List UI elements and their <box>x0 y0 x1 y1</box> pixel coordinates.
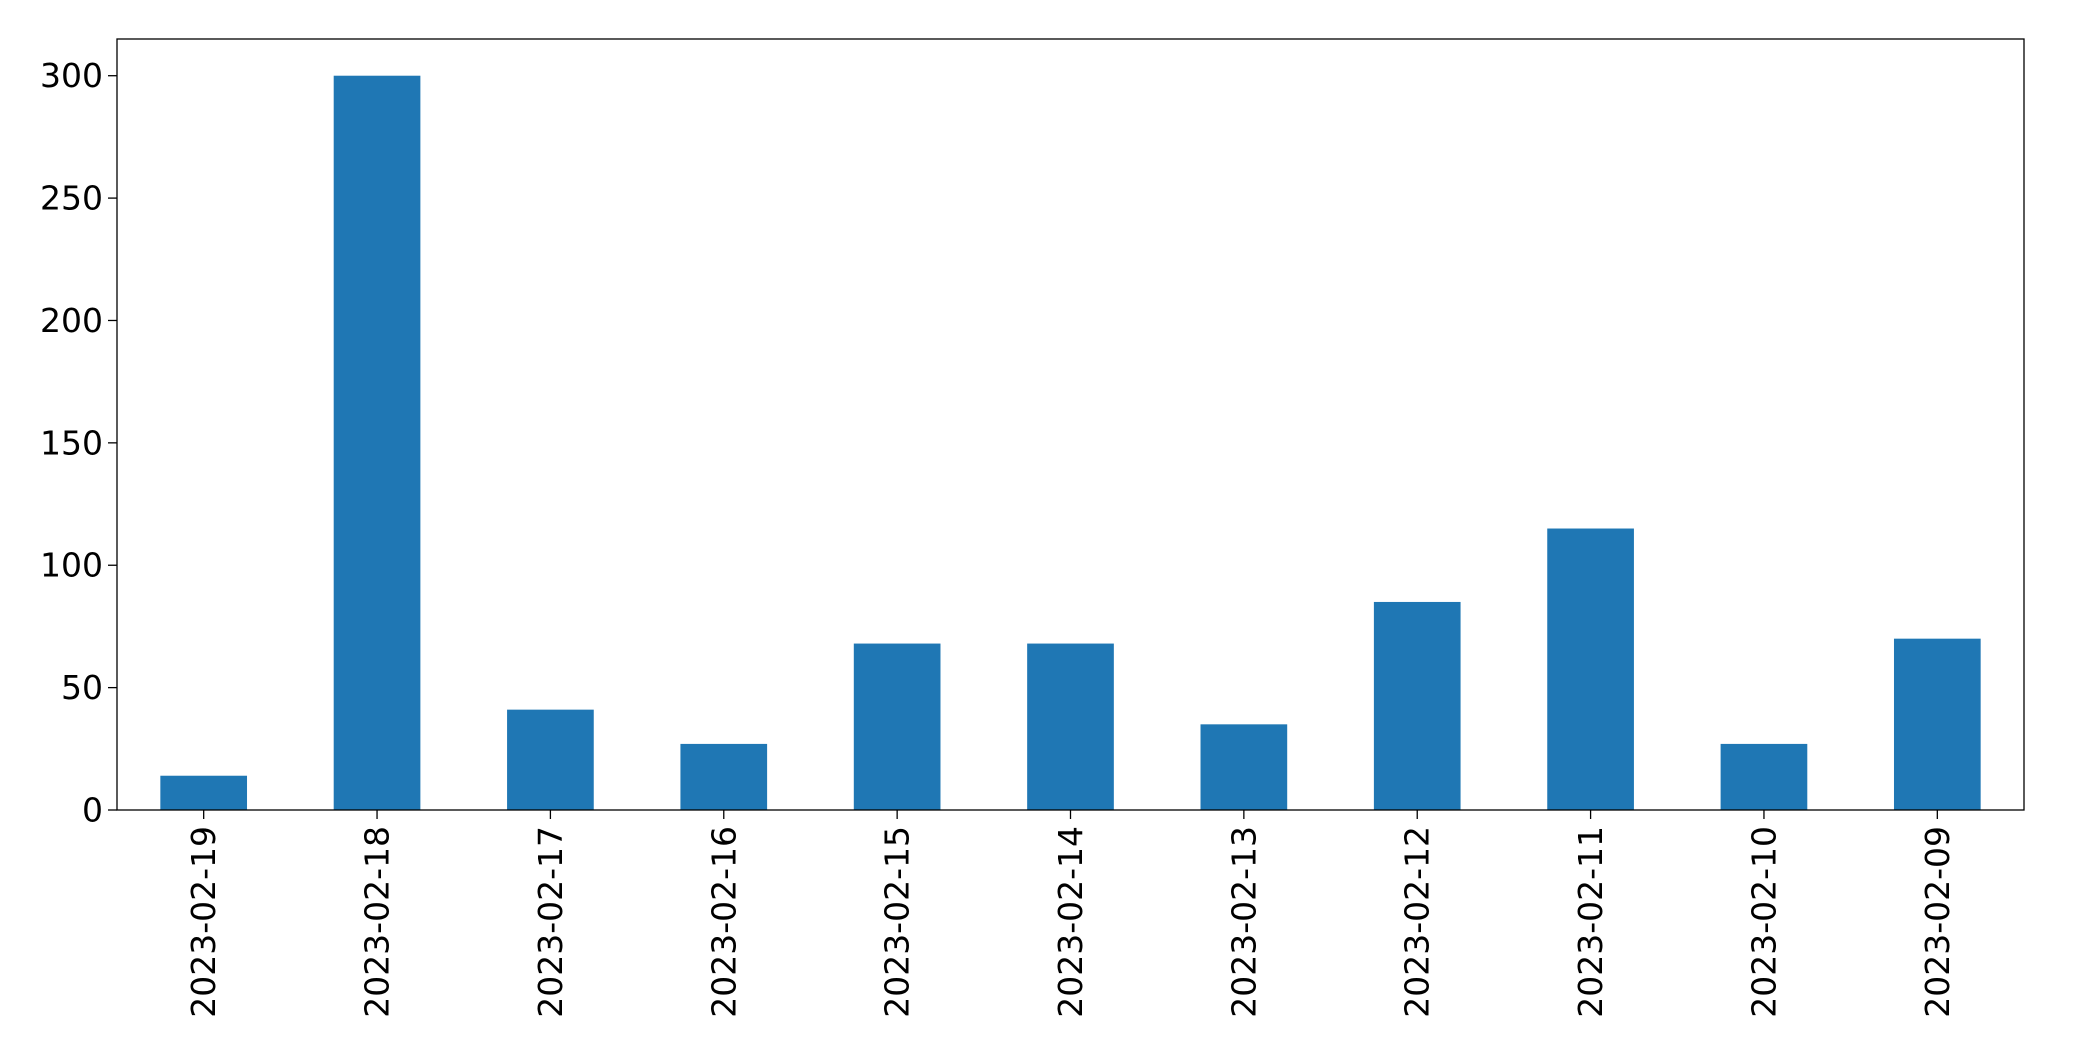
bar-2023-02-19 <box>160 775 248 810</box>
bar-2023-02-11 <box>1547 528 1634 810</box>
bar-2023-02-10 <box>1720 743 1808 810</box>
x-tick-label: 2023-02-18 <box>358 826 397 1018</box>
y-tick-label: 50 <box>61 668 103 707</box>
bar-2023-02-14 <box>1027 643 1114 810</box>
bar-2023-02-18 <box>333 75 421 810</box>
y-tick-label: 100 <box>40 546 103 585</box>
bar-2023-02-17 <box>507 709 594 810</box>
x-axis: 2023-02-19 2023-02-18 2023-02-17 2023-02-16… <box>184 810 1957 1018</box>
x-tick-label: 2023-02-16 <box>704 826 743 1018</box>
x-tick-label: 2023-02-12 <box>1398 826 1437 1018</box>
x-tick-label: 2023-02-15 <box>878 826 917 1018</box>
y-tick-label: 0 <box>82 791 103 830</box>
plot-frame <box>116 38 2025 811</box>
x-tick-label: 2023-02-11 <box>1571 826 1610 1018</box>
x-tick-label: 2023-02-14 <box>1051 826 1090 1018</box>
bar-2023-02-16 <box>680 743 768 810</box>
y-tick-label: 150 <box>40 423 103 462</box>
y-tick-label: 300 <box>40 56 103 95</box>
x-tick-label: 2023-02-10 <box>1744 826 1783 1018</box>
bar-2023-02-09 <box>1893 638 1981 810</box>
x-tick-label: 2023-02-17 <box>531 826 570 1018</box>
y-tick-label: 200 <box>40 301 103 340</box>
x-tick-label: 2023-02-13 <box>1224 826 1263 1018</box>
y-axis: 0 50 100 150 200 250 300 <box>40 56 117 830</box>
bars-group <box>160 75 1981 810</box>
bar-2023-02-13 <box>1200 724 1288 810</box>
x-tick-label: 2023-02-09 <box>1918 826 1957 1018</box>
bar-2023-02-12 <box>1373 601 1461 810</box>
bar-2023-02-15 <box>853 643 941 810</box>
y-tick-label: 250 <box>40 179 103 218</box>
x-tick-label: 2023-02-19 <box>184 826 223 1018</box>
